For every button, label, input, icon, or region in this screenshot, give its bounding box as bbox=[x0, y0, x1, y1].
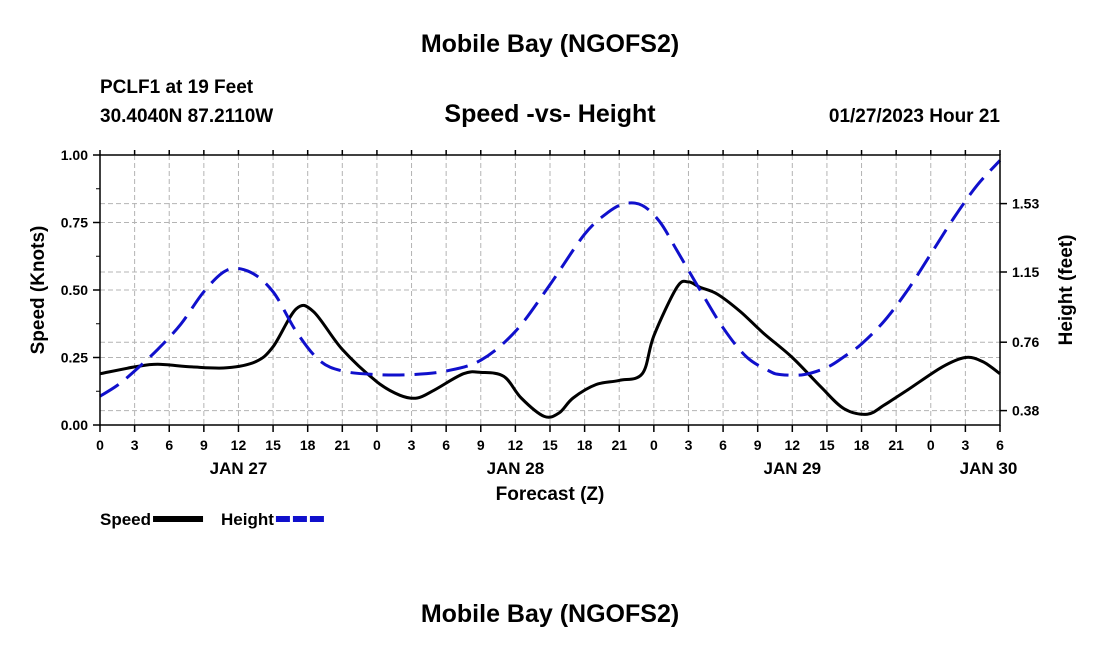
x-tick-label: 21 bbox=[611, 437, 627, 453]
series-line-height bbox=[99, 159, 1002, 398]
axis-layer: 0 3 6 9 12 15 18 21 0 3 6 9 12 15 18 21 0 3 6 9 12 15 18 21 0 3 6 0… bbox=[28, 147, 1077, 505]
x-tick-label: 6 bbox=[442, 437, 450, 453]
y2-tick-label: 1.53 bbox=[1012, 196, 1039, 212]
x-tick-label: 15 bbox=[819, 437, 835, 453]
x-tick-label: 15 bbox=[542, 437, 558, 453]
x-tick-label: 9 bbox=[754, 437, 762, 453]
x-tick-label: 21 bbox=[335, 437, 351, 453]
y2-tick-label: 0.38 bbox=[1012, 403, 1039, 419]
chart-main-title: Mobile Bay (NGOFS2) bbox=[420, 30, 680, 58]
x-tick-label: 9 bbox=[200, 437, 208, 453]
x-tick-label: 12 bbox=[785, 437, 801, 453]
y-tick-label: 1.00 bbox=[61, 147, 88, 163]
date-label: JAN 28 bbox=[487, 459, 545, 478]
x-tick-label: 12 bbox=[231, 437, 247, 453]
second-chart-title: Mobile Bay (NGOFS2) bbox=[420, 600, 680, 628]
x-tick-label: 18 bbox=[300, 437, 316, 453]
x-tick-label: 15 bbox=[265, 437, 281, 453]
x-tick-label: 3 bbox=[131, 437, 139, 453]
x-tick-label: 12 bbox=[508, 437, 524, 453]
x-tick-label: 6 bbox=[165, 437, 173, 453]
x-tick-label: 3 bbox=[961, 437, 969, 453]
y-axis-title: Speed (Knots) bbox=[28, 226, 49, 355]
forecast-timestamp: 01/27/2023 Hour 21 bbox=[828, 106, 1000, 127]
x-tick-label: 0 bbox=[650, 437, 658, 453]
date-label: JAN 30 bbox=[960, 459, 1018, 478]
y2-tick-label: 1.15 bbox=[1012, 264, 1039, 280]
y-tick-label: 0.50 bbox=[61, 282, 88, 298]
x-tick-label: 18 bbox=[854, 437, 870, 453]
station-label: PCLF1 at 19 Feet bbox=[100, 77, 254, 98]
date-label: JAN 27 bbox=[210, 459, 268, 478]
grid-layer bbox=[100, 154, 1000, 425]
x-tick-label: 3 bbox=[685, 437, 693, 453]
chart-subtitle: Speed -vs- Height bbox=[444, 100, 656, 128]
y2-axis-title: Height (feet) bbox=[1056, 235, 1077, 346]
x-tick-label: 21 bbox=[888, 437, 904, 453]
station-coordinates: 30.4040N 87.2110W bbox=[100, 106, 274, 127]
x-axis-title: Forecast (Z) bbox=[496, 484, 605, 505]
x-tick-label: 6 bbox=[719, 437, 727, 453]
series-layer bbox=[99, 159, 1002, 419]
legend-label-height: Height bbox=[221, 510, 274, 529]
x-tick-label: 3 bbox=[408, 437, 416, 453]
legend: Speed Height bbox=[100, 510, 326, 529]
x-tick-label: 0 bbox=[96, 437, 104, 453]
x-tick-label: 0 bbox=[373, 437, 381, 453]
date-label: JAN 29 bbox=[763, 459, 821, 478]
y2-tick-label: 0.76 bbox=[1012, 334, 1039, 350]
y-tick-label: 0.25 bbox=[61, 350, 88, 366]
y-tick-label: 0.00 bbox=[61, 417, 88, 433]
x-tick-label: 6 bbox=[996, 437, 1004, 453]
x-tick-label: 18 bbox=[577, 437, 593, 453]
x-tick-label: 9 bbox=[477, 437, 485, 453]
x-tick-label: 0 bbox=[927, 437, 935, 453]
legend-label-speed: Speed bbox=[100, 510, 151, 529]
y-tick-label: 0.75 bbox=[61, 215, 88, 231]
